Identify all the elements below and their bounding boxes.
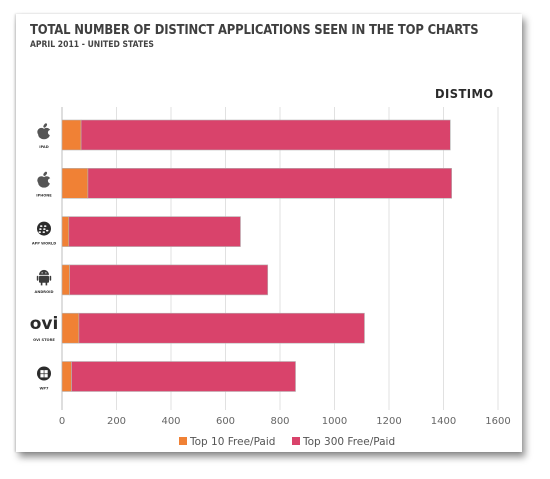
store-label: WP7 <box>39 387 49 391</box>
bar-top10 <box>61 216 70 247</box>
ovi-icon: ovi <box>30 314 59 334</box>
x-tick-label: 1200 <box>376 416 401 427</box>
bars <box>61 119 452 392</box>
bar-top300 <box>68 216 241 247</box>
legend-swatch <box>179 437 187 445</box>
bar-top10 <box>61 264 70 296</box>
x-axis: 0 200 400 600 800 1000 1200 1400 1600 <box>59 416 511 427</box>
x-tick-label: 400 <box>161 416 180 427</box>
apple-icon <box>37 123 54 140</box>
legend-swatch <box>292 437 300 445</box>
blackberry-icon <box>37 221 51 236</box>
store-label: IPHONE <box>36 193 52 197</box>
store-label: APP WORLD <box>32 242 56 246</box>
chart-subtitle: APRIL 2011 - UNITED STATES <box>30 40 154 50</box>
x-tick-label: 1600 <box>485 416 510 427</box>
distimo-logo: DISTIMO <box>435 86 494 101</box>
legend-item: Top 10 Free/Paid <box>179 436 275 448</box>
bar-top10 <box>61 312 80 344</box>
x-tick-label: 1000 <box>322 416 347 427</box>
bar-top300 <box>78 312 365 344</box>
x-tick-label: 600 <box>216 416 235 427</box>
store-label: OVI STORE <box>33 338 55 342</box>
bar-top300 <box>69 264 269 296</box>
bar-top300 <box>87 168 452 199</box>
x-tick-label: 0 <box>59 416 65 427</box>
legend-item: Top 300 Free/Paid <box>292 436 395 448</box>
chart-title: TOTAL NUMBER OF DISTINCT APPLICATIONS SE… <box>30 22 479 38</box>
bar-top10 <box>61 361 72 392</box>
legend-label: Top 300 Free/Paid <box>302 436 395 448</box>
bar-top10 <box>61 119 82 151</box>
gridlines <box>61 107 499 410</box>
ovi-logo-text: ovi <box>30 314 59 334</box>
store-icons: IPAD IPHONE APP WORLD ANDROID ovi OVI STORE WP… <box>30 123 59 391</box>
windows-icon <box>37 366 51 381</box>
bar-top300 <box>80 119 451 151</box>
legend: Top 10 Free/Paid Top 300 Free/Paid <box>179 436 395 448</box>
bar-top10 <box>61 168 89 199</box>
apple-icon <box>37 171 54 188</box>
x-tick-label: 200 <box>107 416 126 427</box>
store-label: ANDROID <box>35 290 54 294</box>
x-tick-label: 1400 <box>431 416 456 427</box>
x-tick-label: 800 <box>270 416 289 427</box>
bar-top300 <box>71 361 296 392</box>
legend-label: Top 10 Free/Paid <box>189 436 275 448</box>
android-icon <box>36 269 52 286</box>
store-label: IPAD <box>39 145 48 149</box>
